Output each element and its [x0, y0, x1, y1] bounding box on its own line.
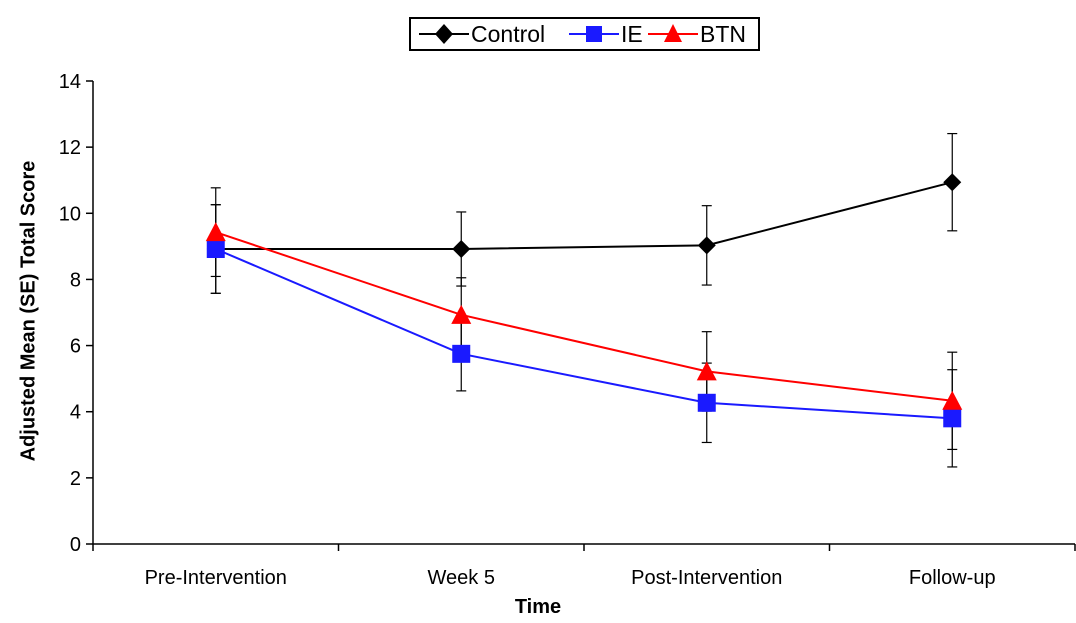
- y-tick-label-1: 2: [70, 468, 81, 490]
- x-tick-label-0: Pre-Intervention: [145, 567, 287, 589]
- x-tick-label-1: Week 5: [428, 567, 495, 589]
- point-ie-1: [452, 344, 471, 363]
- point-ie-0: [206, 240, 225, 259]
- series-line-control: [215, 181, 953, 251]
- y-tick-label-5: 10: [59, 203, 81, 225]
- legend-label-control: Control: [471, 20, 546, 47]
- legend-marker-btn: [648, 24, 698, 42]
- point-ie-2: [697, 393, 716, 412]
- x-axis-title: Time: [514, 596, 562, 618]
- x-tick-label-3: Follow-up: [909, 567, 996, 589]
- x-tick-label-2: Post-Intervention: [631, 567, 782, 589]
- y-tick-label-6: 12: [59, 137, 81, 159]
- legend-label-ie: IE: [621, 20, 643, 47]
- legend-marker-ie: [569, 26, 619, 42]
- point-btn-2: [696, 361, 717, 381]
- series-line-ie: [215, 248, 953, 420]
- y-tick-label-0: 0: [70, 534, 81, 556]
- y-tick-label-2: 4: [70, 402, 81, 424]
- point-btn-0: [205, 222, 226, 242]
- point-ie-3: [943, 409, 962, 428]
- y-axis-title: Adjusted Mean (SE) Total Score: [17, 160, 40, 462]
- y-tick-label-3: 6: [70, 336, 81, 358]
- point-control-3: [943, 173, 962, 192]
- legend-item-control: Control: [419, 19, 545, 49]
- point-control-1: [452, 240, 471, 259]
- point-btn-3: [942, 390, 963, 410]
- point-control-2: [697, 236, 716, 255]
- legend-label-btn: BTN: [700, 20, 746, 47]
- legend-item-btn: BTN: [648, 19, 746, 49]
- y-tick-label-4: 8: [70, 269, 81, 291]
- legend-marker-control: [419, 24, 469, 44]
- y-tick-label-7: 14: [59, 71, 81, 93]
- legend: Control IE BTN: [409, 17, 760, 51]
- point-btn-1: [451, 304, 472, 324]
- series-line-btn: [215, 231, 953, 402]
- legend-item-ie: IE: [569, 19, 643, 49]
